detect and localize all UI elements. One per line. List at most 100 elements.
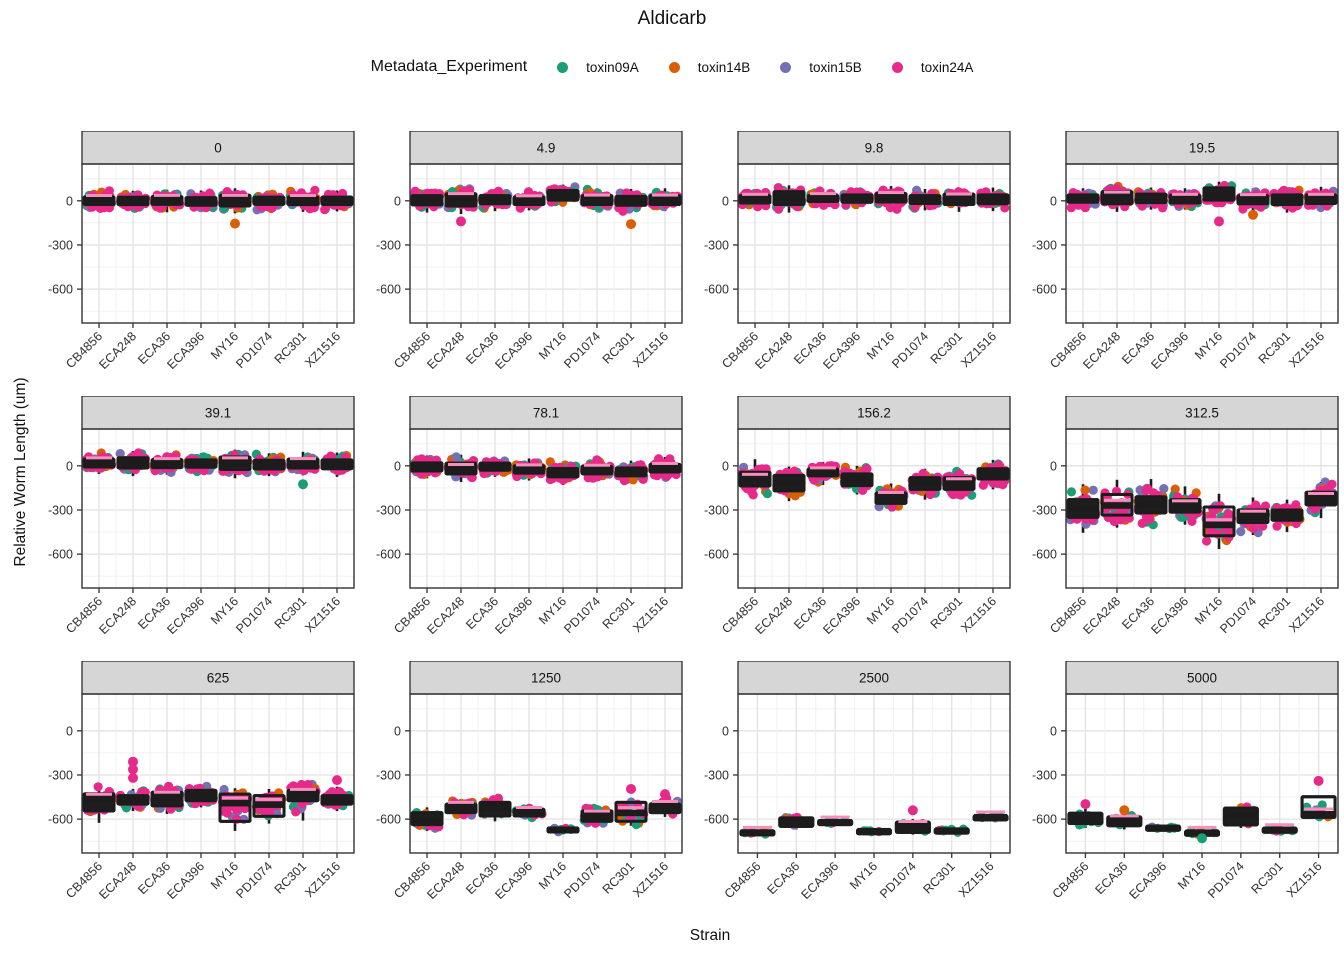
jitter-point (334, 787, 344, 797)
x-tick-label: XZ1516 (630, 859, 671, 900)
x-tick-label: ECA396 (798, 859, 841, 902)
facet-strip (409, 396, 683, 430)
jitter-point (93, 782, 103, 792)
jitter-point (1248, 523, 1259, 533)
x-tick-label: PD1074 (1205, 859, 1247, 901)
box-median (944, 196, 974, 203)
box-median (220, 459, 250, 467)
jitter-point (628, 475, 638, 485)
box-median (740, 476, 770, 483)
box-median-stripe-pink (1104, 190, 1130, 194)
jitter-point (762, 489, 772, 499)
box-median-stripe-pink (1240, 509, 1266, 513)
box-median (1102, 502, 1132, 509)
outlier-point (1248, 209, 1258, 220)
legend-dot-icon (557, 61, 569, 73)
y-tick-label: 0 (394, 194, 401, 208)
box-median (186, 197, 216, 205)
x-tick-label: PD1074 (561, 859, 603, 901)
x-tick-label: ECA36 (764, 859, 802, 897)
panel-border (81, 163, 355, 324)
box-median (288, 460, 318, 468)
jitter-point (654, 454, 664, 464)
jitter-point (1158, 203, 1168, 213)
box-median (118, 459, 148, 466)
box-median (650, 803, 680, 810)
outlier-point (230, 218, 240, 229)
facet-strip (81, 396, 355, 430)
box-median (910, 480, 940, 487)
x-tick-label: XZ1516 (958, 329, 999, 370)
x-tick-label: ECA396 (820, 329, 863, 372)
jitter-point (1141, 485, 1151, 496)
x-tick-label: XZ1516 (1284, 859, 1325, 900)
box-median-stripe-pink (584, 463, 610, 467)
box-median-stripe-pink (1109, 814, 1139, 818)
y-tick-label: 0 (66, 194, 73, 208)
legend-dot-icon (668, 61, 680, 73)
y-tick-label: -300 (376, 238, 401, 252)
jitter-point (862, 464, 872, 474)
y-tick-label: -600 (1032, 813, 1057, 827)
box-median (548, 191, 578, 199)
box-median (582, 197, 612, 204)
box-median (288, 791, 318, 798)
x-tick-label: PD1074 (561, 329, 603, 371)
jitter-point (618, 206, 628, 216)
x-tick-label: ECA248 (96, 329, 139, 372)
jitter-point (1260, 501, 1271, 511)
box-median (1146, 824, 1180, 832)
facet-strip-label: 9.8 (865, 141, 884, 156)
outlier-point (128, 772, 138, 783)
legend: Metadata_Experiment toxin09A toxin14B to… (0, 58, 1344, 76)
box-median-stripe-pink (290, 194, 316, 198)
box-median (842, 476, 872, 483)
box-median (514, 809, 544, 817)
box-median-stripe-pink (810, 466, 836, 470)
outlier-point (298, 479, 308, 490)
jitter-point (493, 793, 503, 803)
outlier-point (626, 783, 636, 794)
box-median (978, 196, 1008, 203)
x-tick-label: PD1074 (561, 594, 603, 636)
panel-border (1065, 163, 1339, 324)
facet-strip-label: 312.5 (1185, 406, 1219, 421)
box-median (974, 813, 1008, 821)
box-median (774, 194, 804, 201)
box-median-stripe-pink (1304, 807, 1334, 811)
y-tick-label: -600 (1032, 548, 1057, 562)
box-median (152, 794, 182, 801)
panel-border (737, 163, 1011, 324)
x-tick-label: PD1074 (1217, 594, 1259, 636)
box-median (935, 827, 969, 834)
facet-strip (737, 661, 1011, 695)
facet-strip (737, 131, 1011, 165)
outlier-point (626, 219, 636, 230)
box-border (1202, 505, 1236, 538)
x-tick-label: ECA396 (164, 594, 207, 637)
box-median (1302, 810, 1336, 818)
facet-strip-label: 5000 (1187, 671, 1217, 686)
jitter-point (310, 185, 320, 195)
jitter-point (790, 491, 800, 501)
x-tick-label: XZ1516 (956, 859, 997, 900)
jitter-point (1159, 484, 1169, 494)
x-tick-label: ECA36 (1092, 859, 1130, 897)
x-tick-label: XZ1516 (302, 859, 343, 900)
jitter-point (947, 488, 957, 498)
y-tick-label: -600 (376, 283, 401, 297)
box-median (254, 801, 284, 808)
x-tick-label: XZ1516 (958, 594, 999, 635)
y-tick-label: -600 (48, 283, 73, 297)
x-tick-label: ECA396 (1148, 329, 1191, 372)
facet-strip (1065, 131, 1339, 165)
x-tick-label: PD1074 (877, 859, 919, 901)
y-tick-label: -300 (48, 503, 73, 517)
x-tick-label: ECA396 (164, 859, 207, 902)
jitter-point (1187, 516, 1197, 526)
jitter-point (1272, 521, 1282, 531)
box-median (514, 197, 544, 205)
box-median-stripe-pink (652, 461, 678, 465)
